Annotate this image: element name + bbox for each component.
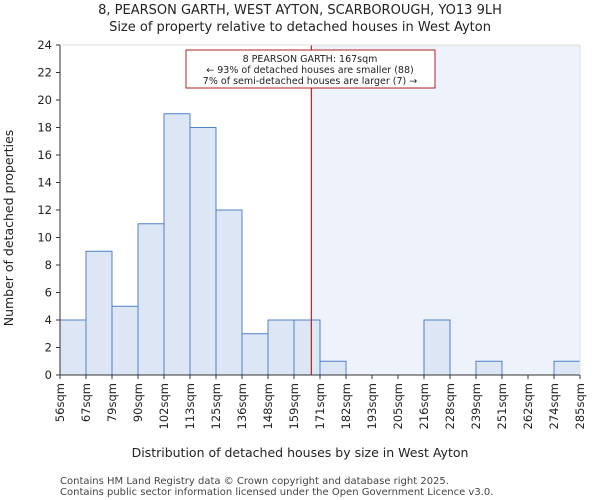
y-axis-label: Number of detached properties <box>1 130 16 327</box>
y-tick-label: 2 <box>45 341 52 355</box>
x-tick-label: 90sqm <box>131 383 145 422</box>
x-tick-label: 193sqm <box>365 383 379 429</box>
x-tick-label: 56sqm <box>53 383 67 422</box>
y-tick-label: 12 <box>37 203 52 217</box>
footer-line2: Contains public sector information licen… <box>60 487 493 498</box>
bar <box>215 209 243 376</box>
x-tick-label: 102sqm <box>157 383 171 429</box>
x-tick-label: 262sqm <box>521 383 535 429</box>
annotation-line3: 7% of semi-detached houses are larger (7… <box>203 76 417 87</box>
x-tick-label: 274sqm <box>547 383 561 429</box>
x-tick-label: 239sqm <box>469 383 483 429</box>
bar <box>319 360 347 376</box>
x-tick-label: 171sqm <box>313 383 327 429</box>
bar <box>189 127 217 376</box>
bar <box>553 360 581 376</box>
y-tick-label: 10 <box>37 231 52 245</box>
bar <box>241 333 269 376</box>
footer-line1: Contains HM Land Registry data © Crown c… <box>60 476 449 487</box>
bar <box>137 223 165 376</box>
x-tick-label: 136sqm <box>235 383 249 429</box>
bar <box>267 319 295 376</box>
bar <box>111 305 139 376</box>
bar <box>423 319 451 376</box>
bars <box>59 113 581 376</box>
y-tick-label: 24 <box>37 38 52 52</box>
x-tick-label: 67sqm <box>79 383 93 422</box>
x-axis-label: Distribution of detached houses by size … <box>132 445 469 460</box>
y-tick-label: 16 <box>37 148 52 162</box>
x-tick-label: 285sqm <box>573 383 587 429</box>
annotation-line2: ← 93% of detached houses are smaller (88… <box>206 65 413 76</box>
bar <box>85 250 113 376</box>
y-tick-label: 22 <box>37 66 52 80</box>
y-tick-label: 0 <box>45 368 52 382</box>
y-tick-label: 14 <box>37 176 52 190</box>
bar <box>293 319 321 376</box>
chart-title-line2: Size of property relative to detached ho… <box>109 20 491 35</box>
x-tick-label: 228sqm <box>443 383 457 429</box>
x-tick-label: 113sqm <box>183 383 197 429</box>
annotation-line1: 8 PEARSON GARTH: 167sqm <box>243 54 378 65</box>
x-tick-label: 148sqm <box>261 383 275 429</box>
x-tick-label: 205sqm <box>391 383 405 429</box>
y-tick-label: 20 <box>37 93 52 107</box>
chart-title-line1: 8, PEARSON GARTH, WEST AYTON, SCARBOROUG… <box>98 3 502 18</box>
y-tick-label: 18 <box>37 121 52 135</box>
y-tick-label: 8 <box>45 258 52 272</box>
bar <box>59 319 87 376</box>
x-tick-label: 159sqm <box>287 383 301 429</box>
x-tick-label: 216sqm <box>417 383 431 429</box>
annotation-border <box>185 49 436 89</box>
x-tick-label: 125sqm <box>209 383 223 429</box>
x-tick-label: 182sqm <box>339 383 353 429</box>
bar <box>475 360 503 376</box>
x-tick-label: 251sqm <box>495 383 509 429</box>
y-tick-label: 4 <box>45 313 52 327</box>
x-tick-label: 79sqm <box>105 383 119 422</box>
annotation-box: 8 PEARSON GARTH: 167sqm ← 93% of detache… <box>185 49 436 89</box>
y-tick-label: 6 <box>45 286 52 300</box>
x-ticks: 56sqm 67sqm 79sqm 90sqm 102sqm 113sqm 125sqm 13… <box>53 375 587 429</box>
bar <box>163 113 191 376</box>
